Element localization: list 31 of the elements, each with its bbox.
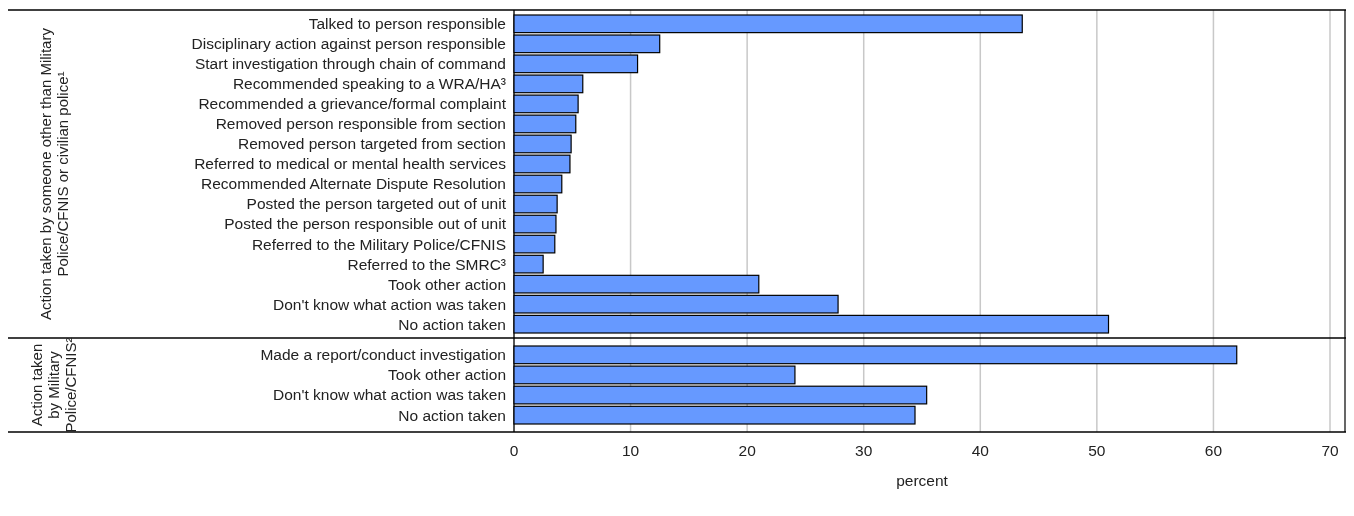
y-tick-label: Recommended speaking to a WRA/HA³ xyxy=(232,75,506,93)
y-tick-label: Referred to medical or mental health services xyxy=(194,155,507,173)
x-axis-title: percent xyxy=(896,472,949,489)
y-tick-label: Posted the person responsible out of unit xyxy=(224,215,507,233)
y-tick-label: Referred to the Military Police/CFNIS xyxy=(251,235,506,253)
x-tick-label: 10 xyxy=(621,442,640,459)
y-axis-title: Action taken by someone other than Military Police/CFNIS or civilian police¹ xyxy=(36,27,71,320)
y-tick-label: Don't know what action was taken xyxy=(273,295,506,313)
x-tick-label: 0 xyxy=(509,442,519,459)
y-axis-title: Action taken by Military Police/CFNIS² xyxy=(28,337,80,433)
x-tick-label: 60 xyxy=(1204,442,1223,459)
y-tick-label: Removed person targeted from section xyxy=(238,135,506,153)
y-tick-label: Took other action xyxy=(387,366,506,384)
x-tick-label: 50 xyxy=(1088,442,1106,459)
y-tick-label: No action taken xyxy=(398,406,506,424)
x-tick-label: 70 xyxy=(1321,442,1339,459)
y-tick-label: Removed person responsible from section xyxy=(215,115,506,133)
y-tick-label: Talked to person responsible xyxy=(308,15,506,33)
y-tick-label: Don't know what action was taken xyxy=(273,386,506,404)
y-tick-label: Referred to the SMRC³ xyxy=(347,255,506,273)
y-tick-label: Took other action xyxy=(387,275,506,293)
y-tick-label: Start investigation through chain of command xyxy=(194,55,506,73)
y-tick-label: No action taken xyxy=(398,315,506,333)
y-tick-label: Disciplinary action against person responsible xyxy=(191,35,506,53)
x-tick-label: 30 xyxy=(855,442,873,459)
x-tick-label: 20 xyxy=(738,442,757,459)
x-tick-label: 40 xyxy=(971,442,990,459)
y-tick-label: Posted the person targeted out of unit xyxy=(246,195,507,213)
y-tick-label: Recommended a grievance/formal complaint xyxy=(198,95,507,113)
y-tick-label: Made a report/conduct investigation xyxy=(260,346,506,364)
y-tick-label: Recommended Alternate Dispute Resolution xyxy=(200,175,506,193)
